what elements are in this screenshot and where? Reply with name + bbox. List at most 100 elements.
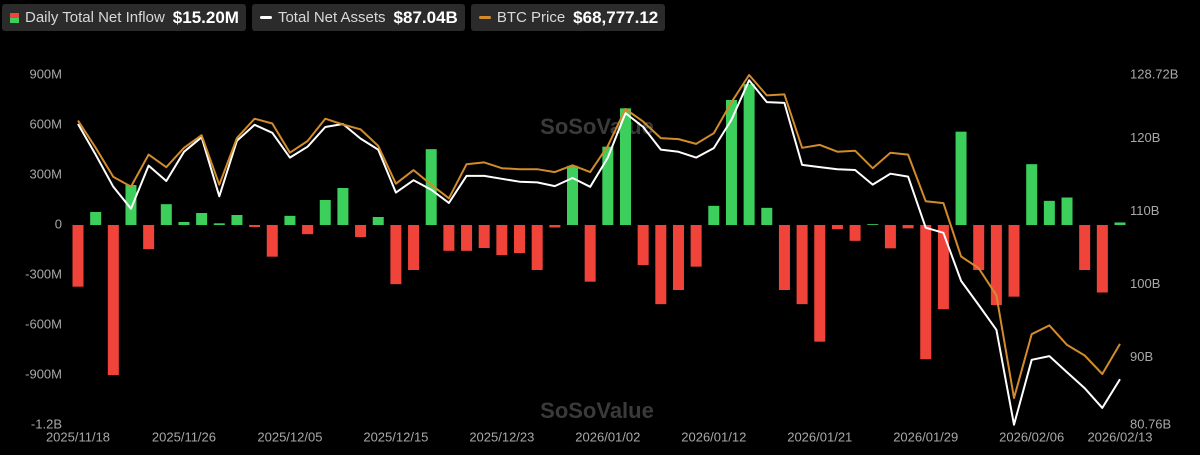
- legend-label: Total Net Assets: [277, 9, 386, 26]
- bar: [425, 149, 437, 225]
- bar: [1026, 164, 1038, 225]
- bar: [1043, 200, 1055, 225]
- line: [77, 79, 1121, 426]
- bar: [125, 185, 137, 225]
- bar: [725, 100, 737, 225]
- bar: [302, 225, 314, 235]
- watermark: SoSoValue: [540, 114, 654, 139]
- legend-value: $87.04B: [393, 7, 458, 27]
- line: [77, 74, 1121, 399]
- y2-tick-label: 120B: [1130, 130, 1160, 145]
- bar: [690, 225, 702, 267]
- y-tick-label: 300M: [29, 166, 62, 181]
- x-tick-label: 2026/01/21: [787, 429, 852, 444]
- bar: [778, 225, 790, 290]
- bar: [549, 225, 561, 228]
- bar: [284, 215, 296, 225]
- bar: [831, 225, 843, 230]
- bar: [514, 225, 526, 253]
- y-tick-label: 0: [55, 216, 62, 231]
- y2-tick-label: 128.72B: [1130, 66, 1178, 81]
- y-tick-label: -900M: [25, 366, 62, 381]
- y-tick-label: -1.2B: [31, 416, 62, 431]
- bar: [849, 225, 861, 241]
- x-tick-label: 2026/01/12: [681, 429, 746, 444]
- y-tick-label: 600M: [29, 116, 62, 131]
- bar: [1096, 225, 1108, 293]
- legend-value: $15.20M: [172, 7, 239, 27]
- bar: [143, 225, 155, 250]
- bar: [160, 204, 172, 225]
- bar: [266, 225, 278, 257]
- bar: [937, 225, 949, 310]
- bar: [390, 225, 402, 285]
- y2-tick-label: 90B: [1130, 349, 1153, 364]
- bar: [319, 200, 331, 225]
- bar: [1061, 197, 1073, 225]
- x-tick-label: 2025/12/15: [363, 429, 428, 444]
- legend-item: BTC Price $68,777.12: [470, 4, 666, 31]
- bar: [249, 225, 261, 227]
- x-tick-label: 2026/02/06: [999, 429, 1064, 444]
- bar: [796, 225, 808, 305]
- bar: [955, 131, 967, 225]
- bar: [602, 146, 614, 225]
- bar: [655, 225, 667, 305]
- bar: [672, 225, 684, 290]
- legend-swatch: [478, 16, 491, 19]
- bar: [973, 225, 985, 270]
- legend-swatch: [259, 16, 272, 19]
- bar: [496, 225, 508, 255]
- bar: [1008, 225, 1020, 297]
- legend: Daily Total Net Inflow $15.20M Total Net A…: [2, 4, 666, 31]
- bar: [567, 165, 579, 225]
- bar: [231, 215, 243, 225]
- bar: [372, 217, 384, 225]
- x-tick-label: 2026/02/13: [1087, 429, 1152, 444]
- legend-value: $68,777.12: [573, 7, 659, 27]
- x-tick-label: 2025/12/23: [469, 429, 534, 444]
- bar: [637, 225, 649, 265]
- legend-swatch: [10, 12, 19, 23]
- bar: [743, 84, 755, 226]
- bar: [355, 225, 367, 237]
- bar: [461, 225, 473, 251]
- bar: [884, 225, 896, 249]
- bar: [90, 212, 102, 225]
- legend-item: Total Net Assets $87.04B: [251, 4, 465, 31]
- x-tick-label: 2026/01/29: [893, 429, 958, 444]
- bar: [708, 205, 720, 225]
- bar: [902, 225, 914, 229]
- legend-item: Daily Total Net Inflow $15.20M: [2, 4, 246, 31]
- y2-tick-label: 80.76B: [1130, 416, 1171, 431]
- y2-tick-label: 110B: [1130, 203, 1159, 218]
- bar: [990, 225, 1002, 305]
- x-tick-label: 2025/11/18: [46, 429, 110, 444]
- legend-label: Daily Total Net Inflow: [25, 9, 165, 26]
- bar: [478, 225, 490, 248]
- bar: [1114, 222, 1126, 225]
- bar: [337, 188, 349, 225]
- bar: [107, 225, 119, 375]
- bar: [1079, 225, 1091, 270]
- bar: [761, 207, 773, 225]
- bar: [867, 224, 879, 225]
- bar: [619, 108, 631, 225]
- bar: [814, 225, 826, 342]
- y-tick-label: -600M: [25, 316, 62, 331]
- bar: [196, 213, 208, 225]
- bar: [920, 225, 932, 360]
- y-tick-label: -300M: [25, 266, 62, 281]
- bar: [584, 225, 596, 282]
- watermark: SoSoValue: [540, 398, 654, 423]
- bar: [408, 225, 420, 270]
- bar: [72, 225, 84, 287]
- bar: [531, 225, 543, 270]
- bar: [443, 225, 455, 251]
- y2-tick-label: 100B: [1130, 276, 1160, 291]
- bar: [213, 223, 225, 225]
- y-tick-label: 900M: [29, 66, 62, 81]
- x-tick-label: 2025/11/26: [152, 429, 216, 444]
- x-tick-label: 2026/01/02: [575, 429, 640, 444]
